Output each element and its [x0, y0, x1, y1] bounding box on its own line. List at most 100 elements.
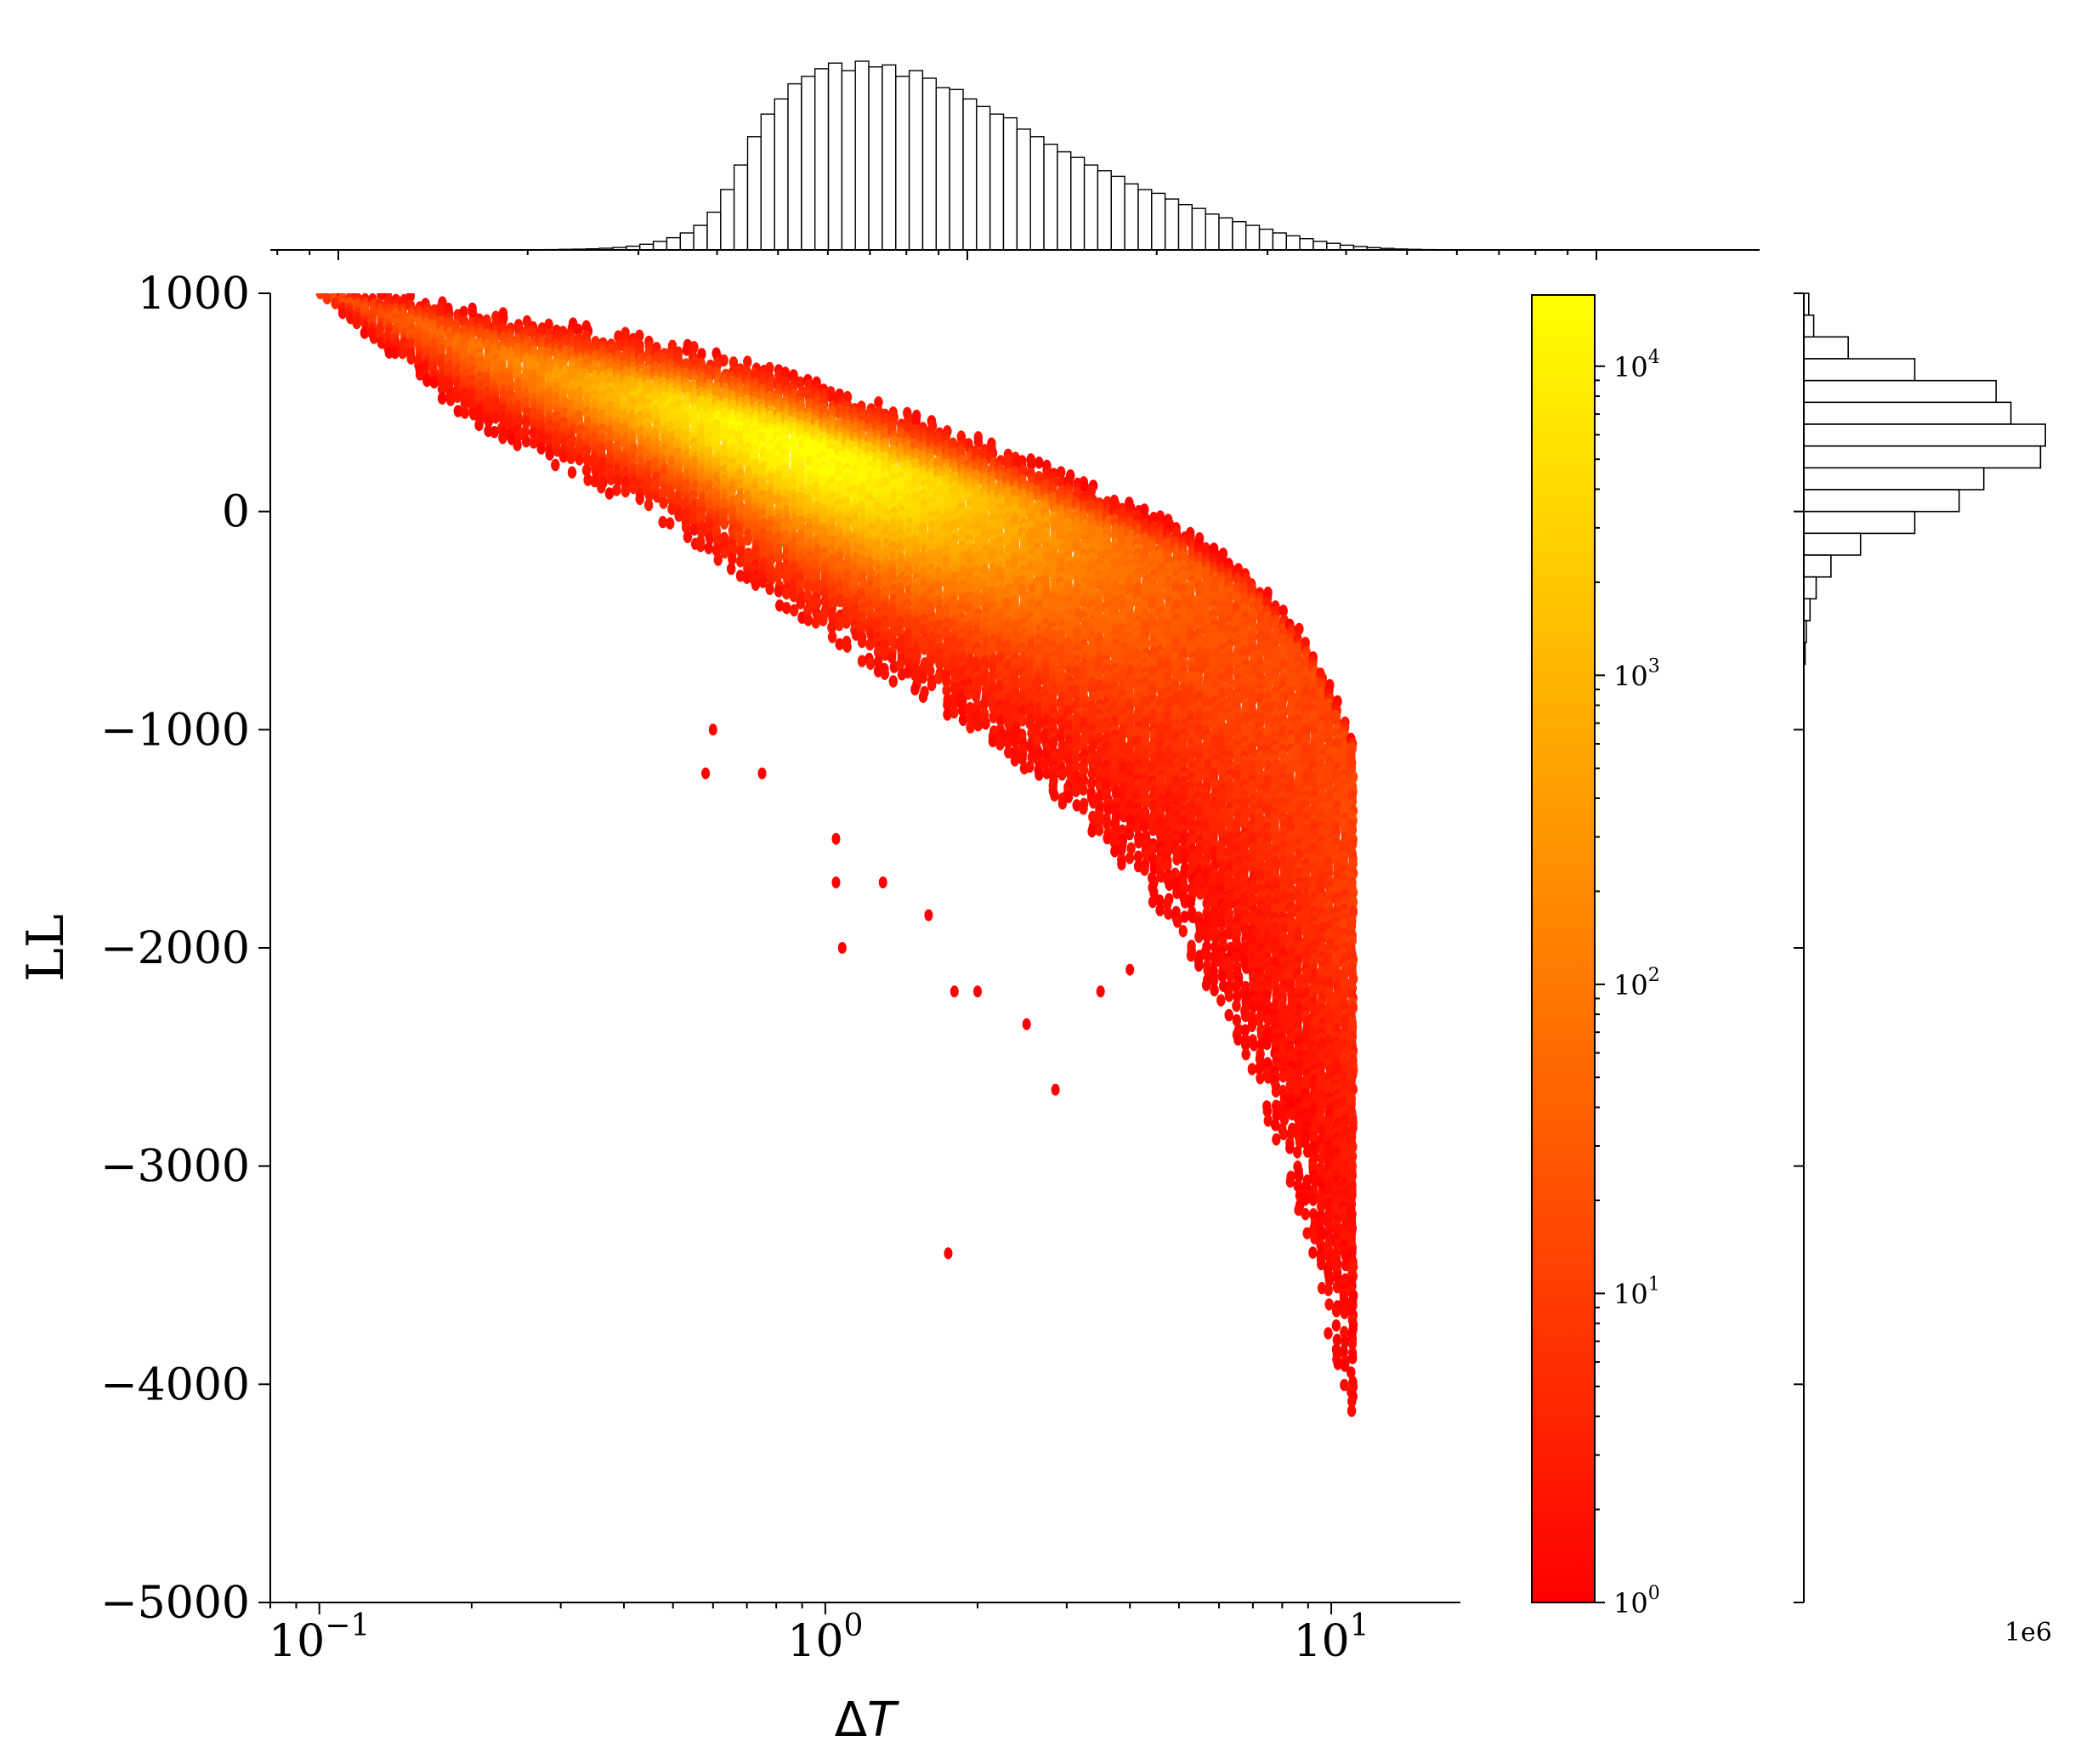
- hexbin-cell: [865, 657, 876, 670]
- top-hist-bar: [733, 164, 749, 251]
- hexbin-cell: [1155, 904, 1165, 916]
- hexbin-cell: [658, 487, 668, 500]
- top-hist-bar: [787, 82, 802, 251]
- hexbin-cell: [981, 717, 990, 730]
- hexbin-cell: [812, 597, 822, 610]
- hexbin-cell: [979, 674, 989, 687]
- hexbin-cell: [331, 297, 340, 309]
- hexbin-cell: [811, 616, 820, 629]
- hexbin-cell: [888, 675, 899, 688]
- hexbin-cell: [857, 655, 867, 667]
- hexbin-cell: [553, 444, 562, 457]
- hexbin-cell: [842, 640, 852, 653]
- hexbin-cell: [887, 651, 897, 664]
- hexbin-cell: [918, 672, 928, 684]
- hexbin-cell: [774, 551, 783, 564]
- top-hist-bar: [1258, 228, 1274, 251]
- hexbin-cell: [910, 668, 920, 682]
- hexbin-cell: [445, 394, 456, 406]
- hexbin-cell: [942, 684, 951, 697]
- hexbin-cell: [735, 555, 746, 568]
- hexbin-cell: [796, 376, 805, 389]
- hexbin-cell: [1025, 760, 1035, 774]
- hexbin-cell: [926, 655, 935, 667]
- hexbin-cell: [1018, 704, 1028, 718]
- hexbin-cell: [1003, 736, 1013, 749]
- hexbin-cell: [590, 474, 599, 488]
- hexbin-cell: [842, 607, 852, 620]
- hexbin-cell: [736, 545, 746, 559]
- hexbin-cell: [474, 418, 484, 432]
- hexbin-cell: [796, 597, 805, 610]
- hexbin-cell: [490, 411, 501, 424]
- hexbin-cell: [597, 481, 606, 494]
- top-hist-bar: [693, 224, 708, 251]
- hexbin-cell: [545, 448, 554, 461]
- hexbin-cell: [614, 474, 623, 487]
- hexbin-cell: [551, 458, 560, 472]
- hexbin-cell: [406, 352, 416, 365]
- hexbin-cell: [696, 511, 706, 524]
- hexbin-cell: [390, 346, 400, 360]
- hexbin-cell: [973, 718, 983, 732]
- hexbin-cell: [375, 326, 384, 340]
- hexbin-cell: [422, 374, 432, 388]
- hexbin-cell: [865, 638, 875, 651]
- hexbin-cell: [498, 432, 507, 445]
- top-hist-bar: [1097, 170, 1112, 251]
- hexbin-cell: [827, 621, 836, 634]
- hexbin-cell: [536, 442, 546, 455]
- hexbin-cell: [452, 390, 462, 403]
- top-hist-bar: [1016, 128, 1031, 251]
- hexbin-cell: [873, 655, 883, 668]
- hexbin-cell: [421, 360, 430, 373]
- hexbin-cell: [796, 577, 805, 591]
- hexbin-cell: [614, 330, 623, 343]
- hexbin-cell: [522, 416, 531, 428]
- top-hist-bar: [1124, 183, 1139, 251]
- hexbin-cell: [820, 594, 830, 608]
- hexbin-cell: [644, 489, 655, 502]
- top-hist-bar: [720, 189, 735, 251]
- top-hist-bar: [1272, 232, 1287, 251]
- hexbin-cell: [1063, 791, 1074, 803]
- hexbin-cell: [1094, 824, 1104, 837]
- hexbin-cell: [972, 690, 981, 703]
- hexbin-cell: [819, 614, 828, 627]
- hexbin-cell: [857, 621, 866, 634]
- hexbin-cell: [484, 415, 493, 428]
- hexbin-cell: [337, 307, 348, 320]
- hexbin-cell: [1035, 769, 1044, 781]
- top-hist-bar: [841, 70, 856, 251]
- hexbin-cell: [966, 721, 975, 734]
- top-hist-bar: [706, 211, 722, 251]
- hexbin-cell: [1079, 783, 1088, 796]
- hexbin-cell: [567, 466, 577, 479]
- top-hist-bar: [895, 76, 910, 251]
- hexbin-cell: [521, 435, 531, 448]
- hexbin-cell: [1010, 754, 1020, 767]
- hexbin-cell: [1011, 744, 1021, 757]
- top-hist-bar: [949, 88, 964, 251]
- hexbin-cell: [874, 396, 883, 409]
- hexbin-cell: [973, 435, 984, 449]
- hexbin-cell: [453, 405, 462, 417]
- hexbin-cell: [719, 517, 729, 530]
- hexbin-cell: [352, 316, 361, 330]
- hexbin-cell: [574, 323, 583, 337]
- top-hist-bar: [1326, 242, 1341, 251]
- hexbin-cell: [1164, 907, 1173, 920]
- hexbin-cell: [604, 487, 615, 500]
- hexbin-cell: [706, 532, 715, 545]
- hexbin-cell: [1194, 959, 1204, 973]
- top-hist-bar: [908, 70, 924, 251]
- hexbin-cell: [943, 699, 952, 712]
- top-hist-bar: [868, 65, 883, 251]
- hexbin-cell: [995, 714, 1006, 727]
- hexbin-cell: [819, 585, 829, 598]
- hexbin-cell: [621, 485, 630, 498]
- hexbin-cell: [635, 329, 644, 342]
- hexbin-cell: [720, 546, 729, 559]
- hexbin-cell: [782, 587, 791, 600]
- hexbin-cell: [490, 426, 499, 439]
